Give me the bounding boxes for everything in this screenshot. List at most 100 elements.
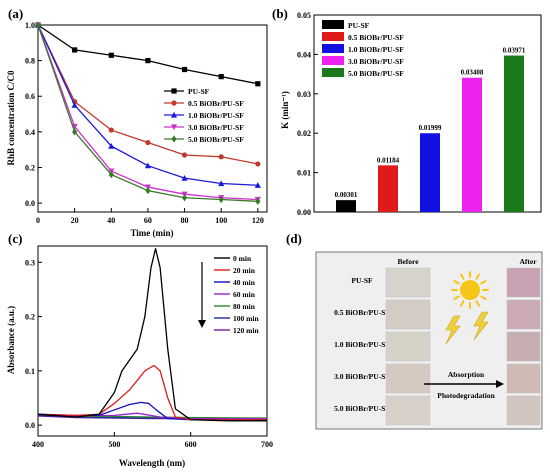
process-arrow-head <box>496 380 504 388</box>
after-sample-swatch <box>506 267 541 298</box>
sun-ray <box>453 295 460 300</box>
legend-swatch <box>322 20 344 29</box>
data-point <box>181 175 188 181</box>
panel-a-legend: PU-SF 0.5 BiOBr/PU-SF 1.0 BiOBr/PU-SF 3.0 B… <box>164 87 244 144</box>
panel-a-line-chart: (a) 0.0 0.2 0.4 0.6 0.8 1.0 0 20 40 60 80 100 120 T… <box>6 6 268 238</box>
legend-marker <box>170 111 178 118</box>
y-tick-label: 0.03 <box>297 90 311 99</box>
y-tick-label: 0.0 <box>25 199 35 208</box>
data-point <box>254 182 261 188</box>
sample-label: 3.0 BiOBr/PU-SF <box>334 372 390 381</box>
data-point <box>108 171 114 179</box>
after-sample-swatch <box>506 299 541 330</box>
data-point <box>108 143 115 149</box>
sun-ray <box>480 295 487 300</box>
legend-label: 0 min <box>233 254 252 263</box>
y-tick-label: 0.04 <box>297 50 311 59</box>
data-point <box>145 139 151 146</box>
photodegradation-label: Photodegradation <box>437 391 495 400</box>
x-tick-label: 120 <box>252 216 264 225</box>
data-point <box>144 162 152 169</box>
legend-label: 1.0 BiOBr/PU-SF <box>348 45 404 54</box>
lightning-bolt-icon <box>473 311 489 341</box>
x-tick-label: 0 <box>36 216 40 225</box>
data-point <box>255 161 261 167</box>
x-tick-label: 400 <box>32 440 44 449</box>
before-sample-swatch <box>385 363 431 394</box>
panel-a-label: (a) <box>8 6 23 21</box>
panel-b-y-ticks: 0.00 0.01 0.02 0.03 0.04 0.05 <box>297 11 318 217</box>
after-label: After <box>519 257 537 266</box>
bar-value-label: 0.01184 <box>377 156 400 164</box>
before-sample-swatch <box>385 299 431 330</box>
panel-c-y-axis-title: Absorbance (a.u.) <box>6 306 16 374</box>
data-point <box>218 180 225 187</box>
panel-c-time-arrow-head <box>198 320 206 328</box>
panel-d-label: (d) <box>286 231 302 246</box>
panel-b-bars: 0.00301 0.01184 0.01999 0.03408 0.03971 <box>335 47 526 213</box>
panel-c-plot-frame <box>37 245 268 437</box>
lightning-bolt-icon <box>445 315 461 345</box>
bar-value-label: 0.00301 <box>335 191 358 199</box>
sun-ray <box>453 280 460 285</box>
x-tick-label: 60 <box>144 216 152 225</box>
legend-label: 5.0 BiOBr/PU-SF <box>348 69 404 78</box>
after-sample-swatch <box>506 331 541 362</box>
sample-label: 5.0 BiOBr/PU-SF <box>334 404 390 413</box>
y-tick-label: 0.01 <box>297 169 311 178</box>
bar <box>336 200 356 212</box>
panel-a-plot-frame <box>37 24 268 213</box>
x-tick-label: 40 <box>107 216 115 225</box>
legend-swatch <box>322 68 344 77</box>
before-sample-swatch <box>385 267 431 298</box>
legend-label: 40 min <box>233 278 256 287</box>
x-tick-label: 500 <box>108 440 120 449</box>
panel-a-series <box>34 21 261 205</box>
sun-ray <box>460 300 465 307</box>
panel-c-x-axis-title: Wavelength (nm) <box>119 458 185 468</box>
panel-b-label: (b) <box>272 6 288 21</box>
panel-b-legend: PU-SF 0.5 BiOBr/PU-SF 1.0 BiOBr/PU-SF 3.0 B… <box>322 20 404 78</box>
y-tick-label: 0.1 <box>25 367 35 376</box>
y-tick-label: 0.3 <box>25 258 35 267</box>
y-tick-label: 0.2 <box>25 163 35 172</box>
data-point <box>145 187 151 195</box>
bar-value-label: 0.01999 <box>419 124 442 132</box>
sample-label: 1.0 BiOBr/PU-SF <box>334 340 390 349</box>
data-point <box>218 154 224 160</box>
panel-c-spectra-chart: (c) 0.0 0.1 0.2 0.3 400 500 600 700 0 min 20 mi… <box>6 231 273 468</box>
legend-label: 0.5 BiOBr/PU-SF <box>348 33 404 42</box>
legend-swatch <box>322 32 344 41</box>
panel-a-y-axis-title: RhB concentration C/C0 <box>6 70 16 165</box>
spectrum-line <box>37 248 267 422</box>
y-tick-label: 0.2 <box>25 313 35 322</box>
y-tick-label: 0.8 <box>25 57 35 66</box>
legend-label: 100 min <box>233 314 259 323</box>
legend-swatch <box>322 56 344 65</box>
x-tick-label: 100 <box>215 216 227 225</box>
panel-c-series <box>37 248 268 422</box>
legend-label: 5.0 BiOBr/PU-SF <box>188 135 244 144</box>
sun-ray <box>480 280 487 285</box>
bar <box>462 77 482 213</box>
panel-a-x-axis-title: Time (min) <box>130 228 173 238</box>
panel-c-legend: 0 min 20 min 40 min 60 min 80 min 100 min 120 … <box>214 254 259 335</box>
x-tick-label: 80 <box>181 216 189 225</box>
data-point <box>218 195 224 204</box>
absorption-label: Absorption <box>448 370 485 379</box>
x-tick-label: 700 <box>261 440 273 449</box>
data-point <box>181 194 188 202</box>
panel-a-x-ticks: 0 20 40 60 80 100 120 <box>36 208 264 225</box>
before-sample-swatch <box>385 331 431 362</box>
panel-d-sample-rows: PU-SF 0.5 BiOBr/PU-SF 1.0 BiOBr/PU-SF 3.0 B… <box>334 267 541 426</box>
after-sample-swatch <box>506 363 541 394</box>
panel-c-label: (c) <box>8 231 22 246</box>
data-point <box>181 152 188 158</box>
legend-swatch <box>322 44 344 53</box>
legend-marker <box>171 135 177 143</box>
legend-label: 120 min <box>233 326 259 335</box>
series-line <box>37 24 258 85</box>
after-sample-swatch <box>506 395 541 426</box>
legend-label: 1.0 BiOBr/PU-SF <box>188 111 244 120</box>
legend-label: 80 min <box>233 302 256 311</box>
